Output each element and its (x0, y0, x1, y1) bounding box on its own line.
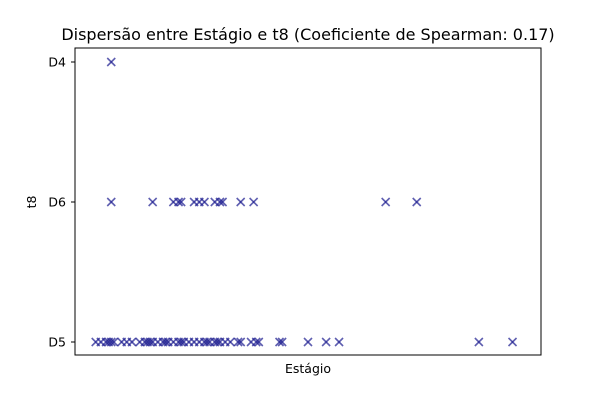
data-point-8 (199, 197, 210, 207)
data-point-14 (381, 197, 391, 207)
data-point-48 (225, 337, 235, 347)
data-point-4 (173, 197, 184, 207)
data-point-59 (474, 337, 484, 347)
y-tick-label-d4: D4 (48, 55, 66, 70)
data-point-2 (148, 197, 158, 207)
data-point-32 (161, 337, 171, 347)
y-tick-label-d5: D5 (48, 335, 66, 350)
data-point-0 (106, 57, 116, 67)
data-point-36 (176, 337, 186, 347)
data-point-10 (215, 197, 225, 207)
y-axis-label: t8 (24, 196, 39, 209)
data-point-49 (233, 337, 243, 347)
data-point-55 (277, 337, 287, 347)
data-point-15 (412, 197, 422, 207)
data-point-1 (106, 197, 116, 207)
data-point-21 (109, 337, 119, 347)
data-point-42 (202, 337, 212, 347)
data-point-11 (218, 197, 228, 207)
chart-title: Dispersão entre Estágio e t8 (Coeficient… (61, 25, 554, 44)
data-point-58 (334, 337, 344, 347)
data-point-5 (176, 197, 186, 207)
data-point-28 (145, 337, 155, 347)
data-point-60 (507, 337, 518, 347)
data-point-53 (254, 337, 264, 347)
y-tick-label-d6: D6 (48, 195, 66, 210)
data-points (91, 57, 518, 347)
data-point-20 (106, 337, 116, 347)
data-point-24 (127, 337, 137, 347)
data-point-54 (274, 337, 285, 347)
data-point-57 (321, 337, 331, 347)
data-point-56 (303, 337, 313, 347)
x-axis-label: Estágio (285, 361, 331, 376)
data-point-52 (251, 337, 261, 347)
data-point-12 (236, 197, 246, 207)
plot-frame (74, 47, 542, 356)
data-point-50 (236, 337, 246, 347)
data-point-45 (212, 337, 222, 347)
data-point-13 (249, 197, 259, 207)
y-axis: D5 D6 D4 (48, 55, 75, 350)
